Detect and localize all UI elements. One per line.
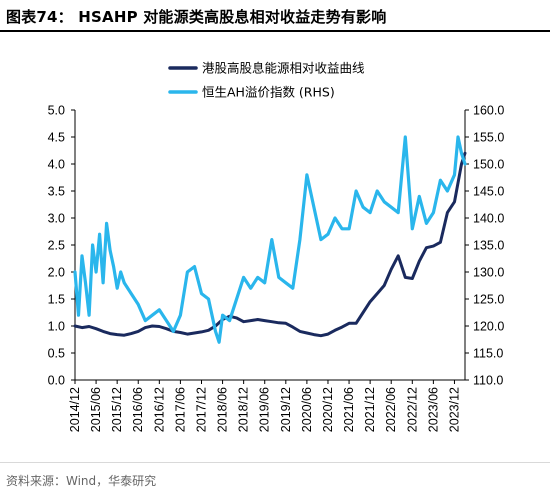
line-chart: 0.0 0.5 1.0 1.5 2.0 2.5 3.0 3.5 4.0 4.5 5.0 110.0 11… xyxy=(48,61,505,433)
x-tick-label: 2018/12 xyxy=(237,387,251,432)
x-tick-label: 2017/06 xyxy=(173,387,187,432)
left-tick-label: 3.5 xyxy=(48,185,65,199)
x-tick-label: 2023/12 xyxy=(447,387,461,432)
x-tick-label: 2022/06 xyxy=(384,387,398,432)
right-tick-label: 155.0 xyxy=(473,131,504,145)
left-tick-label: 0.5 xyxy=(48,347,65,361)
x-tick-label: 2018/06 xyxy=(216,387,230,432)
x-tick-label: 2020/06 xyxy=(300,387,314,432)
series-line-ah-premium xyxy=(73,135,467,344)
right-tick-label: 115.0 xyxy=(473,347,503,361)
right-tick-label: 140.0 xyxy=(473,212,504,226)
left-tick-label: 4.5 xyxy=(48,131,65,145)
x-tick-label: 2022/12 xyxy=(405,387,419,432)
left-tick-label: 4.0 xyxy=(48,158,65,172)
footer-divider xyxy=(0,462,550,463)
right-tick-label: 110.0 xyxy=(473,374,503,388)
x-tick-label: 2016/06 xyxy=(131,387,145,432)
right-tick-label: 130.0 xyxy=(473,266,504,280)
right-tick-label: 160.0 xyxy=(473,104,504,118)
left-tick-label: 1.0 xyxy=(48,320,65,334)
x-tick-label: 2016/12 xyxy=(152,387,166,432)
legend-label: 港股高股息能源相对收益曲线 xyxy=(202,61,365,76)
left-tick-label: 1.5 xyxy=(48,293,65,307)
right-tick-label: 120.0 xyxy=(473,320,504,334)
left-tick-label: 2.5 xyxy=(48,239,65,253)
x-tick-label: 2014/12 xyxy=(68,387,82,432)
right-tick-label: 145.0 xyxy=(473,185,504,199)
x-tick-label: 2023/06 xyxy=(426,387,440,432)
x-tick-label: 2021/12 xyxy=(363,387,377,432)
figure-title-bar: 图表74： HSAHP 对能源类高股息相对收益走势有影响 xyxy=(0,0,550,32)
left-tick-label: 5.0 xyxy=(48,104,65,118)
x-tick-label: 2015/12 xyxy=(110,387,124,432)
x-tick-label: 2019/06 xyxy=(258,387,272,432)
left-tick-label: 0.0 xyxy=(48,374,65,388)
x-tick-label: 2017/12 xyxy=(194,387,208,432)
right-tick-label: 135.0 xyxy=(473,239,504,253)
legend-label: 恒生AH溢价指数 (RHS) xyxy=(202,85,335,100)
source-note: 资料来源：Wind，华泰研究 xyxy=(6,474,157,488)
x-tick-label: 2019/12 xyxy=(279,387,293,432)
x-tick-label: 2015/06 xyxy=(89,387,103,432)
left-tick-label: 2.0 xyxy=(48,266,65,280)
right-tick-label: 125.0 xyxy=(473,293,504,307)
x-tick-label: 2020/12 xyxy=(321,387,335,432)
right-tick-label: 150.0 xyxy=(473,158,504,172)
left-tick-label: 3.0 xyxy=(48,212,65,226)
figure-title: 图表74： HSAHP 对能源类高股息相对收益走势有影响 xyxy=(6,8,387,26)
x-tick-label: 2021/06 xyxy=(342,387,356,432)
series-line-relative-return xyxy=(73,151,467,338)
